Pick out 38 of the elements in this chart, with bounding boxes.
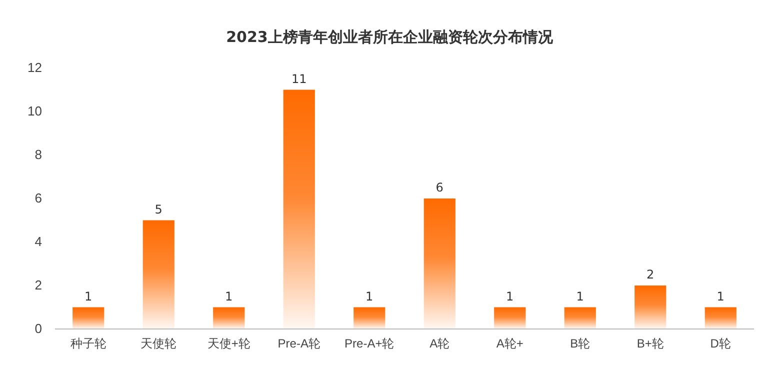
bar — [494, 307, 526, 329]
y-tick-label: 6 — [34, 190, 42, 206]
x-tick-label: A轮+ — [496, 336, 524, 351]
data-label: 1 — [225, 289, 233, 304]
bar — [564, 307, 596, 329]
bar — [213, 307, 245, 329]
y-tick-label: 8 — [34, 147, 42, 162]
data-label: 6 — [436, 180, 444, 194]
bar — [142, 220, 174, 329]
bar — [634, 286, 666, 329]
x-tick-label: 天使轮 — [140, 336, 177, 351]
data-label: 1 — [84, 289, 92, 304]
x-tick-label: A轮 — [430, 336, 450, 351]
y-tick-label: 12 — [28, 60, 42, 76]
x-tick-label: B轮 — [570, 336, 590, 351]
bar — [72, 307, 104, 329]
x-tick-label: D轮 — [710, 336, 731, 351]
x-tick-label: 天使+轮 — [207, 336, 250, 351]
y-tick-label: 2 — [34, 278, 42, 293]
bar — [283, 90, 315, 329]
y-tick-label: 0 — [34, 321, 42, 336]
data-label: 5 — [154, 202, 162, 216]
data-label: 1 — [366, 289, 374, 304]
chart-title: 2023上榜青年创业者所在企业融资轮次分布情况 — [226, 28, 554, 46]
x-tick-label: B+轮 — [636, 336, 664, 351]
x-tick-label: Pre-A轮 — [278, 336, 320, 351]
y-tick-label: 10 — [28, 104, 42, 119]
bar — [424, 198, 456, 329]
data-label: 1 — [506, 289, 514, 304]
data-label: 1 — [576, 289, 584, 304]
data-label: 11 — [291, 72, 307, 86]
bar — [704, 307, 736, 329]
data-label: 2 — [646, 268, 654, 282]
y-tick-label: 4 — [34, 234, 42, 250]
data-label: 1 — [716, 289, 724, 304]
x-tick-label: Pre-A+轮 — [344, 336, 394, 351]
x-tick-label: 种子轮 — [70, 336, 106, 351]
bar — [354, 307, 386, 329]
